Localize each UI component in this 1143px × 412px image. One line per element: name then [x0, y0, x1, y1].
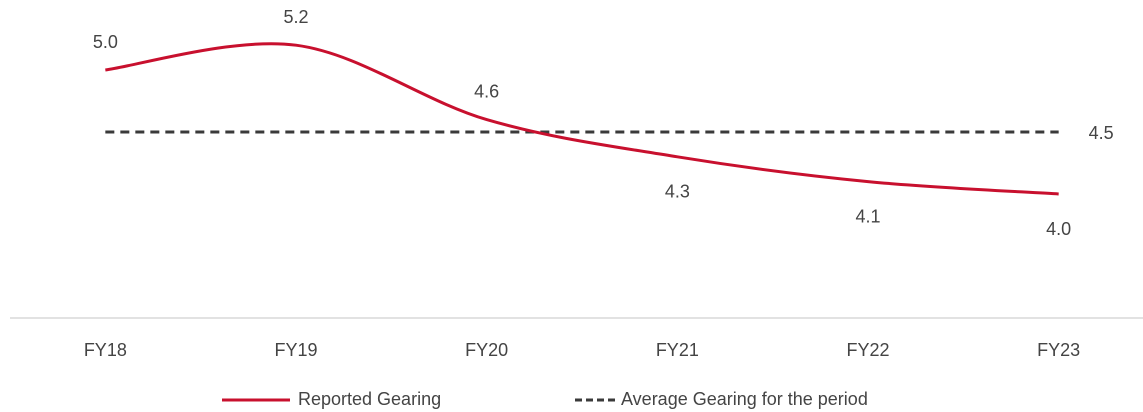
- x-tick-label: FY20: [465, 340, 508, 360]
- average-label: 4.5: [1089, 123, 1114, 143]
- data-label: 4.0: [1046, 219, 1071, 239]
- data-label: 5.2: [283, 7, 308, 27]
- x-tick-label: FY18: [84, 340, 127, 360]
- x-tick-label: FY19: [274, 340, 317, 360]
- legend-label: Reported Gearing: [298, 389, 441, 409]
- data-label: 4.6: [474, 81, 499, 101]
- data-label: 5.0: [93, 32, 118, 52]
- x-tick-label: FY22: [846, 340, 889, 360]
- data-label: 4.3: [665, 182, 690, 202]
- data-label: 4.1: [855, 206, 880, 226]
- x-tick-label: FY23: [1037, 340, 1080, 360]
- series-line: [105, 42, 1059, 196]
- legend-label: Average Gearing for the period: [621, 389, 868, 409]
- x-tick-label: FY21: [656, 340, 699, 360]
